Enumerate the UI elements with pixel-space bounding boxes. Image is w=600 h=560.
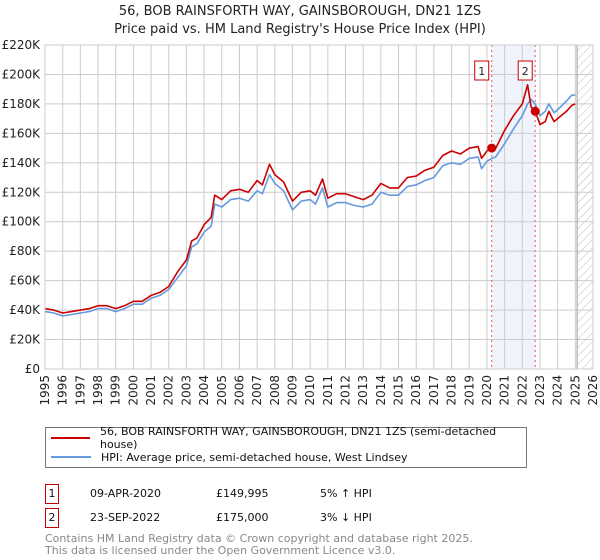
- x-tick-label: 1996: [56, 375, 70, 406]
- legend-label-hpi: HPI: Average price, semi-detached house,…: [101, 450, 408, 464]
- x-tick-label: 2022: [515, 375, 529, 406]
- x-tick-label: 1998: [91, 375, 105, 406]
- x-tick-label: 2009: [285, 375, 299, 406]
- transaction-hpi-diff: 3% ↓ HPI: [320, 511, 372, 524]
- sale-point: [487, 143, 497, 153]
- transaction-marker: 1: [45, 484, 59, 504]
- sale-marker-box: [474, 60, 490, 81]
- y-tick-label: £80K: [9, 244, 41, 258]
- y-tick-label: £160K: [2, 126, 42, 140]
- x-tick-label: 2006: [232, 375, 246, 406]
- x-tick-label: 2012: [339, 375, 353, 406]
- sale-point: [530, 106, 540, 116]
- x-tick-label: 2024: [551, 375, 565, 406]
- property-price-line: [44, 84, 576, 314]
- y-tick-label: £200K: [2, 67, 42, 81]
- transaction-price: £175,000: [216, 511, 269, 524]
- x-tick-label: 2000: [126, 375, 140, 406]
- footer-licence: This data is licensed under the Open Gov…: [45, 544, 396, 557]
- legend-item-property: 56, BOB RAINSFORTH WAY, GAINSBOROUGH, DN…: [51, 425, 526, 451]
- x-tick-label: 2003: [179, 375, 193, 406]
- y-tick-label: £0: [25, 362, 40, 376]
- x-tick-label: 2026: [586, 375, 600, 406]
- x-tick-label: 2005: [215, 375, 229, 406]
- legend-swatch-blue: [51, 456, 91, 458]
- x-tick-label: 2015: [392, 375, 406, 406]
- y-tick-label: £100K: [2, 215, 42, 229]
- x-tick-label: 2004: [197, 375, 211, 406]
- x-tick-label: 2011: [321, 375, 335, 406]
- y-tick-label: £220K: [2, 38, 42, 52]
- x-tick-label: 2008: [268, 375, 282, 406]
- y-tick-label: £20K: [9, 333, 41, 347]
- x-tick-label: 2018: [445, 375, 459, 406]
- x-tick-label: 2014: [374, 375, 388, 406]
- x-tick-label: 1995: [38, 375, 52, 406]
- x-tick-label: 2020: [480, 375, 494, 406]
- x-tick-label: 1999: [109, 375, 123, 406]
- y-tick-label: £60K: [9, 274, 41, 288]
- hpi-line: [44, 94, 576, 317]
- x-tick-label: 2002: [162, 375, 176, 406]
- transaction-hpi-diff: 5% ↑ HPI: [320, 487, 372, 500]
- x-tick-label: 2025: [568, 375, 582, 406]
- transaction-price: £149,995: [216, 487, 269, 500]
- x-tick-label: 2007: [250, 375, 264, 406]
- x-tick-label: 2023: [533, 375, 547, 406]
- price-chart: 1995 1996 1997 1998 1999 2000 2001 2002 2003 2004…: [2, 38, 600, 406]
- x-tick-label: 2021: [498, 375, 512, 406]
- y-tick-label: £140K: [2, 156, 42, 170]
- legend-swatch-red: [51, 437, 90, 439]
- x-tick-label: 1997: [73, 375, 87, 406]
- y-tick-label: £120K: [2, 185, 42, 199]
- x-tick-label: 2017: [427, 375, 441, 406]
- x-tick-label: 2001: [144, 375, 158, 406]
- chart-title: 56, BOB RAINSFORTH WAY, GAINSBOROUGH, DN…: [118, 4, 482, 19]
- sale-marker-box: [517, 60, 533, 81]
- y-tick-label: £40K: [9, 303, 41, 317]
- footer-copyright: Contains HM Land Registry data © Crown c…: [45, 532, 473, 545]
- x-tick-label: 2016: [409, 375, 423, 406]
- chart-subtitle: Price paid vs. HM Land Registry's House …: [114, 22, 486, 37]
- plot-frame: [44, 44, 594, 370]
- sale-marker-label: 2: [522, 65, 529, 78]
- x-tick-label: 2013: [356, 375, 370, 406]
- transaction-date: 23-SEP-2022: [90, 511, 161, 524]
- legend-label-property: 56, BOB RAINSFORTH WAY, GAINSBOROUGH, DN…: [99, 425, 497, 451]
- transaction-date: 09-APR-2020: [90, 487, 162, 500]
- ownership-shade: [491, 45, 536, 369]
- sale-marker-label: 1: [478, 65, 485, 78]
- legend-item-hpi: HPI: Average price, semi-detached house,…: [51, 448, 408, 466]
- x-tick-label: 2019: [462, 375, 476, 406]
- y-tick-label: £180K: [2, 97, 42, 111]
- transaction-marker: 2: [45, 508, 59, 528]
- x-tick-label: 2010: [303, 375, 317, 406]
- legend: 56, BOB RAINSFORTH WAY, GAINSBOROUGH, DN…: [45, 425, 527, 468]
- forecast-hatch: [577, 45, 593, 369]
